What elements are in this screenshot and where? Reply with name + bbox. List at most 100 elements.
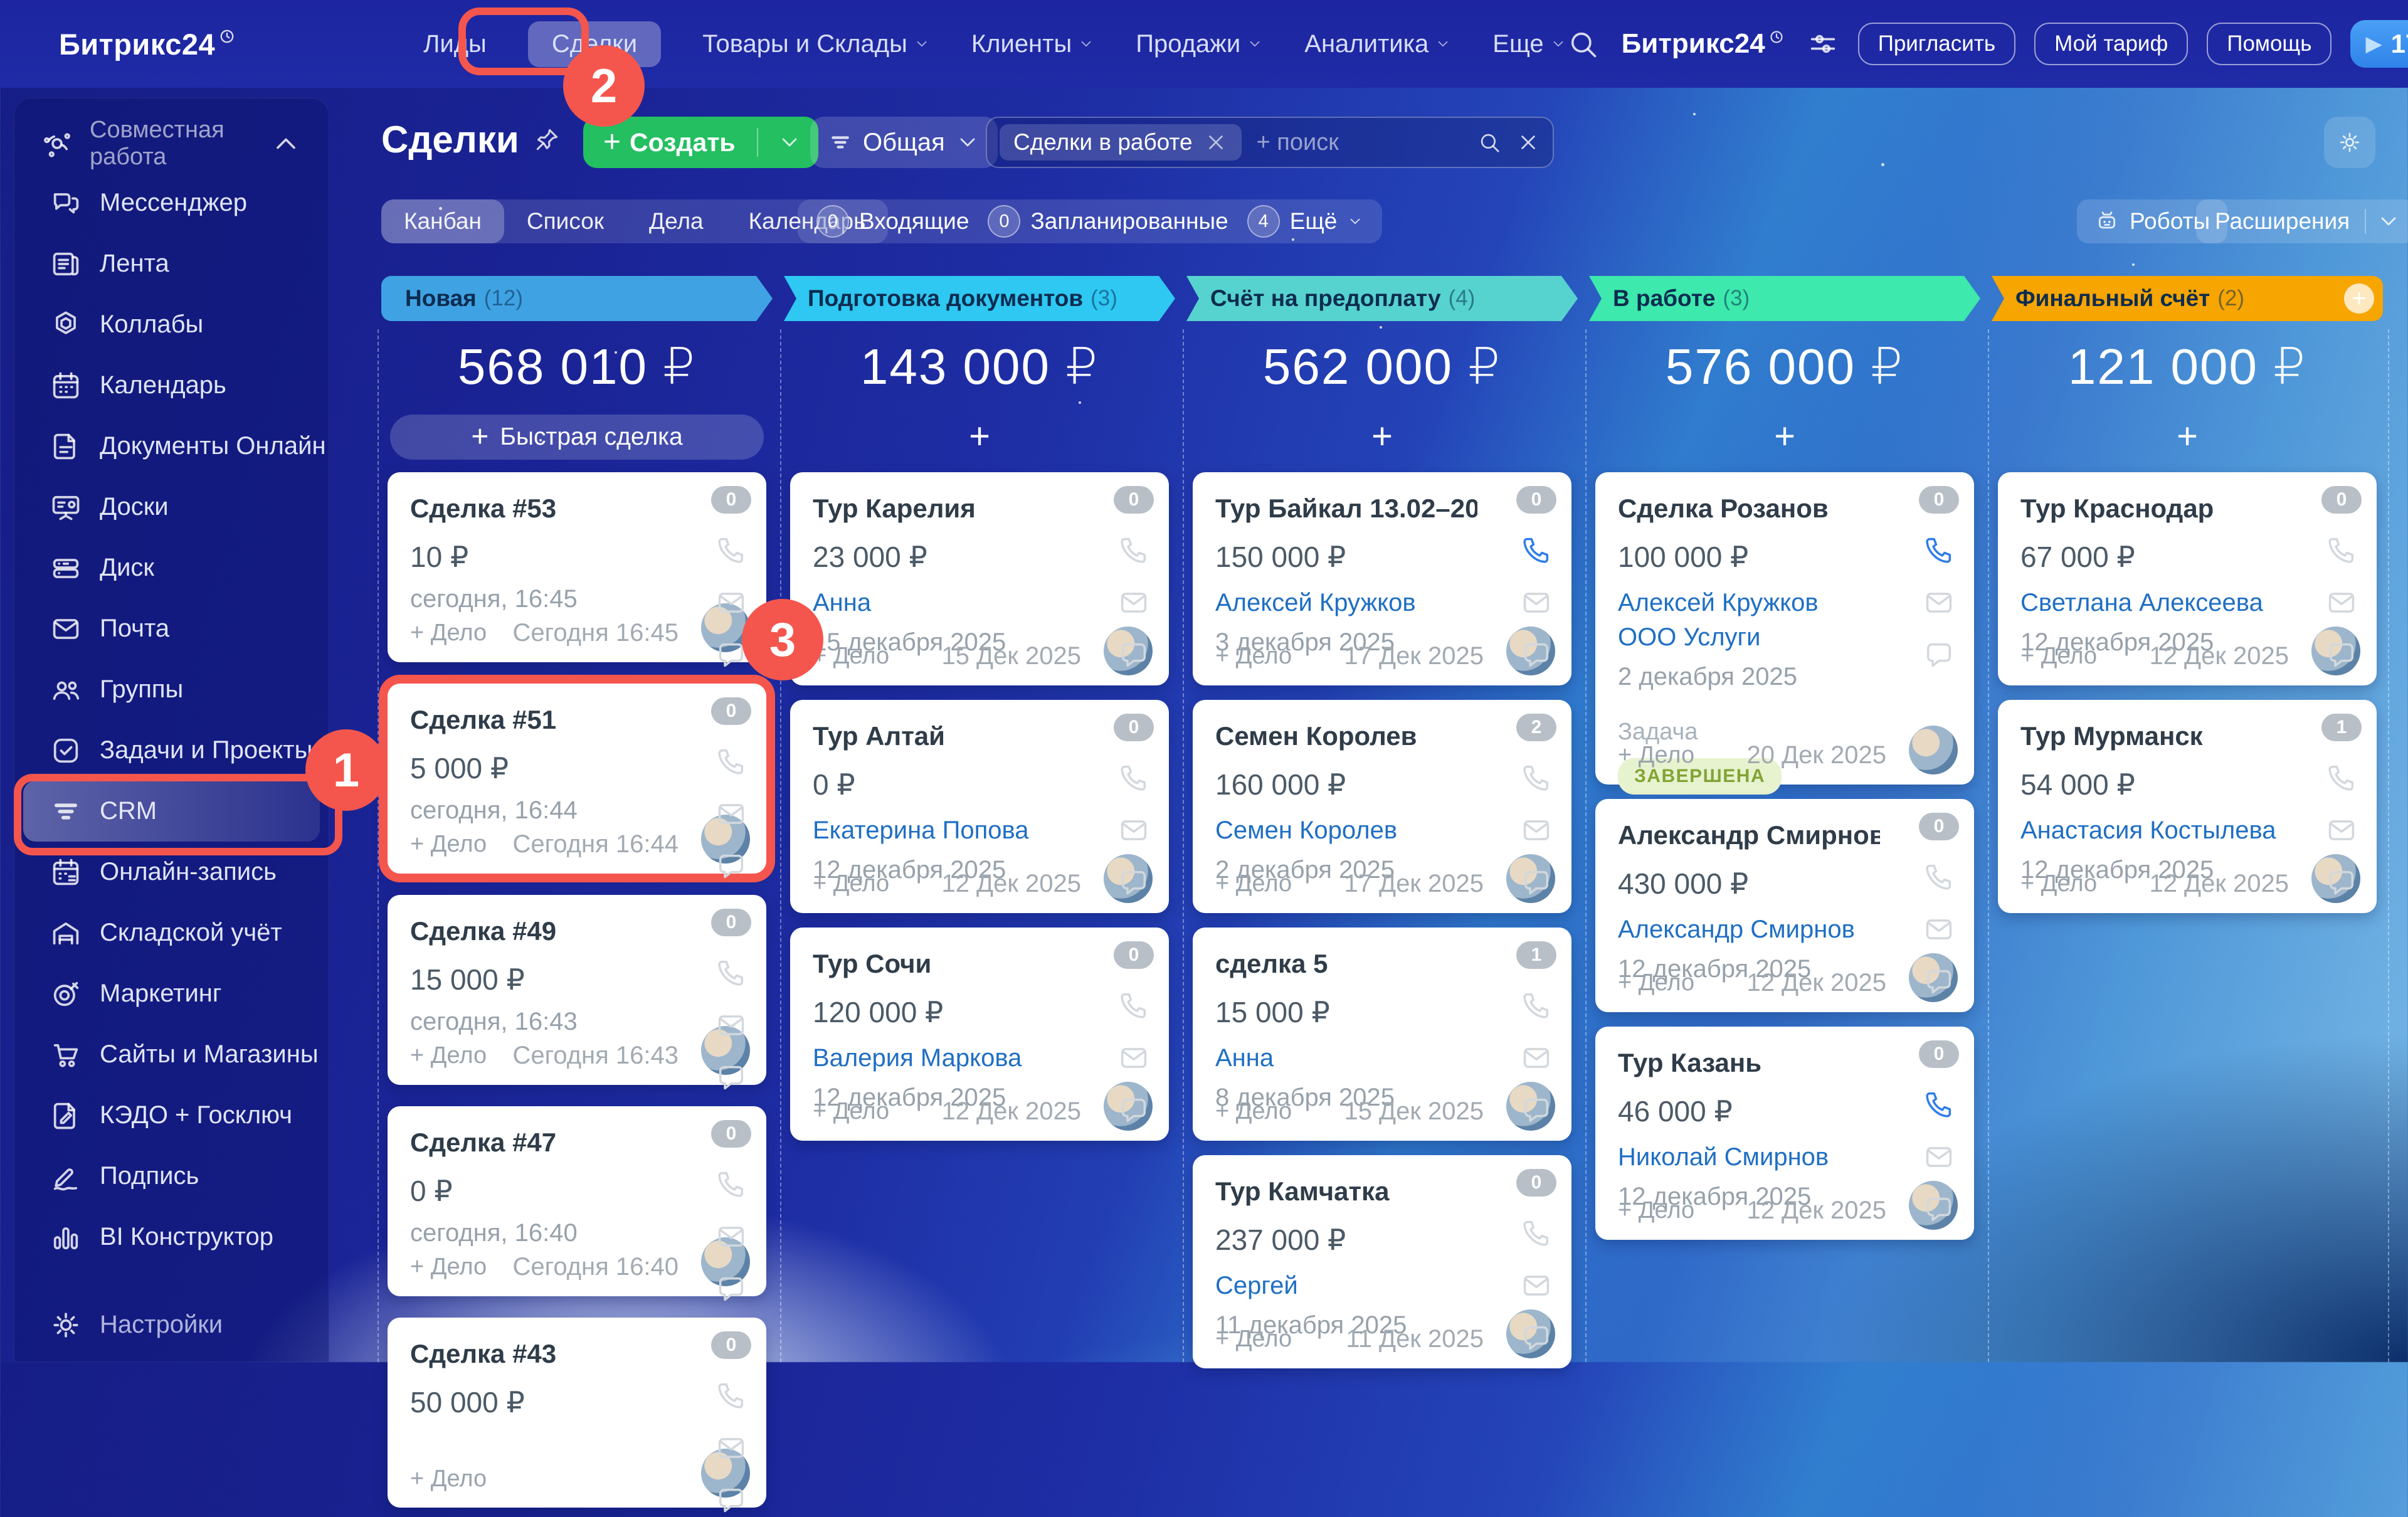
phone-icon[interactable] [715,745,747,778]
phone-icon[interactable] [715,534,747,566]
help-button[interactable]: Помощь [2207,23,2332,65]
add-activity-link[interactable]: + Дело [410,620,487,646]
chat-icon[interactable] [1923,966,1955,998]
chat-icon[interactable] [1117,639,1150,672]
deal-contact-link[interactable]: Валерия Маркова [813,1044,1022,1072]
invite-button[interactable]: Пригласить [1857,23,2016,65]
deal-card[interactable]: Тур Мурманск 54 000 ₽ Анастасия Костылева 1… [1998,700,2377,913]
email-icon[interactable] [715,1220,747,1253]
add-deal-plus-button[interactable]: + [1371,415,1393,457]
deal-contact-link[interactable]: Анна [813,589,872,616]
add-activity-link[interactable]: + Дело [1215,1098,1292,1124]
sidebar-item-feed[interactable]: Лента [23,233,320,294]
sidebar-item-groups[interactable]: Группы [23,659,320,720]
sidebar-item-bi[interactable]: BI Конструктор [23,1207,320,1267]
add-deal-plus-button[interactable]: + [2177,415,2198,457]
sidebar-section-collaboration[interactable]: Совместная работа [14,115,329,172]
email-icon[interactable] [715,586,747,619]
chat-icon[interactable] [1520,639,1553,672]
sidebar-item-messenger[interactable]: Мессенджер [23,172,320,233]
deal-card[interactable]: Сделка Розанов 100 000 ₽ Алексей Кружков ОО… [1595,472,1974,795]
deal-company-link[interactable]: ООО Услуги [1618,623,1761,651]
chevron-down-icon[interactable] [2366,209,2408,234]
add-activity-link[interactable]: + Дело [1618,1197,1695,1224]
phone-icon[interactable] [2325,761,2358,794]
phone-icon[interactable] [1923,860,1955,893]
chat-icon[interactable] [715,1484,747,1517]
deal-card[interactable]: Сделка #49 15 000 ₽ сегодня, 16:43 + Дело Се… [388,895,766,1090]
email-icon[interactable] [1923,586,1955,619]
search-icon[interactable] [1477,130,1501,154]
add-activity-link[interactable]: + Дело [813,870,890,897]
deal-card[interactable]: Тур Карелия 23 000 ₽ Анна 15 декабря 2025 + … [790,472,1169,685]
counter-1[interactable]: 0 Входящие [816,205,969,238]
deal-contact-link[interactable]: Александр Смирнов [1618,916,1855,943]
phone-icon[interactable] [1520,761,1553,794]
add-activity-link[interactable]: + Дело [1215,643,1292,669]
phone-icon[interactable] [715,956,747,989]
email-icon[interactable] [1520,1269,1553,1302]
phone-icon[interactable] [1520,989,1553,1022]
search-input[interactable]: Сделки в работе + поиск [986,117,1554,168]
deal-contact-link[interactable]: Анна [1215,1044,1274,1072]
phone-icon[interactable] [1520,1217,1553,1249]
filter-chip[interactable]: Сделки в работе [1000,124,1242,161]
sidebar-item-boards[interactable]: Доски [23,477,320,537]
phone-icon[interactable] [715,1168,747,1200]
tab-1[interactable]: Канбан [381,199,504,243]
sidebar-item-docs[interactable]: Документы Онлайн [23,416,326,477]
close-icon[interactable] [1204,130,1228,154]
email-icon[interactable] [715,798,747,830]
phone-icon[interactable] [1923,534,1955,566]
email-icon[interactable] [715,1009,747,1042]
tab-3[interactable]: Дела [649,208,704,234]
email-icon[interactable] [1923,1141,1955,1173]
chat-icon[interactable] [1520,1094,1553,1127]
deal-card[interactable]: Семен Королев 160 000 ₽ Семен Королев 2 дек… [1193,700,1571,913]
sidebar-item-warehouse[interactable]: Складской учёт [23,902,320,963]
email-icon[interactable] [2325,586,2358,619]
create-button[interactable]: + Создать [583,117,818,168]
add-activity-link[interactable]: + Дело [1215,1326,1292,1352]
sidebar-item-crm[interactable]: CRM [23,781,320,842]
add-activity-link[interactable]: + Дело [1618,742,1695,768]
email-icon[interactable] [1923,913,1955,946]
quick-deal-button[interactable]: + Быстрая сделка [390,415,764,460]
email-icon[interactable] [1117,1042,1150,1074]
add-activity-link[interactable]: + Дело [2020,870,2098,897]
chat-icon[interactable] [1923,639,1955,672]
add-activity-link[interactable]: + Дело [410,831,487,857]
sidebar-item-marketing[interactable]: Маркетинг [23,963,320,1024]
email-icon[interactable] [1117,814,1150,847]
deal-card[interactable]: Тур Алтай 0 ₽ Екатерина Попова 12 декабря 2… [790,700,1169,913]
sidebar-item-collab[interactable]: Коллабы [23,294,320,355]
pin-icon[interactable] [533,126,561,154]
counter-3[interactable]: 4 Ещё [1247,205,1364,238]
deal-card[interactable]: сделка 5 15 000 ₽ Анна 8 декабря 2025 + Дело… [1193,928,1571,1141]
chat-icon[interactable] [2325,867,2358,899]
deal-card[interactable]: Александр Смирнов 430 000 ₽ Александр Смир… [1595,799,1974,1012]
deal-card[interactable]: Сделка #53 10 ₽ сегодня, 16:45 + Дело Сегодн… [388,472,766,667]
deal-card[interactable]: Тур Сочи 120 000 ₽ Валерия Маркова 12 декаб… [790,928,1169,1141]
chat-icon[interactable] [715,1273,747,1306]
chat-icon[interactable] [715,639,747,672]
nav-item-5[interactable]: Продажи [1136,30,1263,58]
chat-icon[interactable] [2325,639,2358,672]
email-icon[interactable] [1520,814,1553,847]
phone-icon[interactable] [1117,534,1150,566]
timer-button[interactable]: ▶ 17:51 [2350,20,2408,68]
phone-icon[interactable] [1117,761,1150,794]
deal-contact-link[interactable]: Сергей [1215,1272,1298,1299]
add-activity-link[interactable]: + Дело [813,1098,890,1124]
add-activity-link[interactable]: + Дело [813,643,890,669]
nav-item-1[interactable]: Лиды [423,30,487,58]
chat-icon[interactable] [1520,867,1553,899]
sidebar-item-sign[interactable]: Подпись [23,1146,320,1207]
add-activity-link[interactable]: + Дело [410,1466,487,1492]
sidebar-item-disk[interactable]: Диск [23,537,320,598]
chat-icon[interactable] [1923,1193,1955,1226]
phone-icon[interactable] [2325,534,2358,566]
deal-contact-link[interactable]: Екатерина Попова [813,817,1029,844]
board-settings-button[interactable] [2324,117,2375,168]
chat-icon[interactable] [715,850,747,883]
